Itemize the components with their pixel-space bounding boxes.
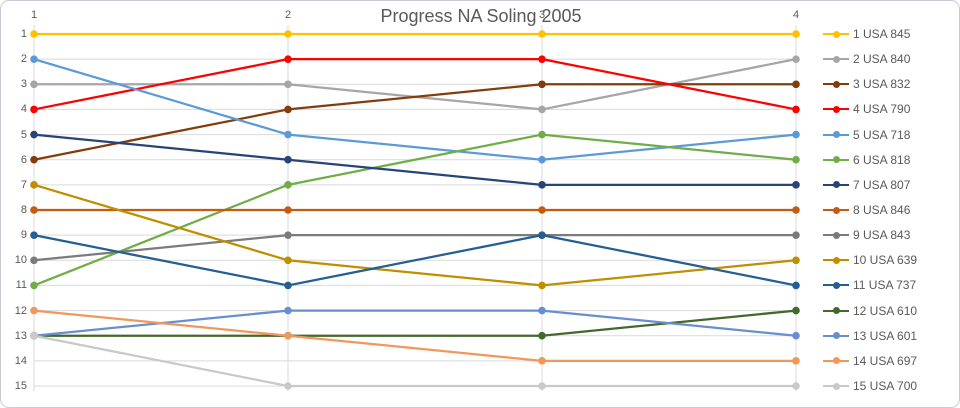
series-marker-1 <box>284 30 292 38</box>
x-tick-label: 2 <box>284 9 292 21</box>
series-marker-14 <box>30 306 38 315</box>
series-marker-1 <box>792 30 800 38</box>
series-marker-6 <box>30 281 38 290</box>
series-line-6 <box>33 133 797 287</box>
x-tick-label: 4 <box>792 9 800 21</box>
y-tick-label: 7 <box>20 178 27 191</box>
series-marker-13 <box>538 306 546 315</box>
y-tick-label: 14 <box>14 354 27 367</box>
series-marker-10 <box>30 181 38 189</box>
series-marker-3 <box>284 105 292 114</box>
series-line-15 <box>33 334 796 388</box>
series-marker-7 <box>792 181 800 189</box>
series-marker-11 <box>284 281 292 290</box>
series-marker-6 <box>284 181 292 189</box>
series-line-14 <box>33 309 796 362</box>
series-marker-8 <box>284 206 292 214</box>
series-marker-13 <box>792 331 800 340</box>
series-marker-15 <box>284 382 292 390</box>
series-marker-4 <box>30 105 38 114</box>
y-tick-label: 13 <box>14 329 27 342</box>
series-marker-2 <box>538 105 546 114</box>
series-marker-12 <box>792 306 800 315</box>
series-line-13 <box>33 309 797 337</box>
series-marker-12 <box>538 331 546 340</box>
series-marker-8 <box>30 206 38 214</box>
series-marker-9 <box>30 256 38 265</box>
series-line-7 <box>33 133 796 186</box>
series-line-12 <box>34 309 797 337</box>
x-tick-label: 1 <box>30 9 38 21</box>
y-tick-label: 11 <box>15 279 27 292</box>
series-marker-8 <box>792 206 800 214</box>
series-marker-9 <box>792 231 800 239</box>
series-marker-4 <box>792 105 800 114</box>
series-marker-9 <box>284 231 292 239</box>
y-tick-label: 12 <box>14 304 27 317</box>
y-tick-label: 5 <box>20 128 27 141</box>
x-tick-label: 3 <box>538 9 546 21</box>
series-marker-7 <box>538 181 546 189</box>
series-marker-8 <box>538 206 546 214</box>
series-marker-2 <box>30 80 38 89</box>
y-tick-label: 4 <box>20 103 27 116</box>
series-marker-5 <box>538 155 546 164</box>
y-tick-label: 10 <box>14 254 27 267</box>
series-marker-14 <box>284 331 292 340</box>
series-marker-7 <box>30 130 38 139</box>
series-marker-15 <box>30 331 38 340</box>
y-tick-label: 2 <box>20 53 27 66</box>
series-marker-4 <box>284 55 292 63</box>
series-line-10 <box>33 183 797 287</box>
series-marker-6 <box>538 130 546 139</box>
series-marker-11 <box>30 231 38 239</box>
series-marker-1 <box>538 30 546 38</box>
y-tick-label: 1 <box>20 28 27 40</box>
y-tick-label: 3 <box>20 78 27 91</box>
series-marker-7 <box>284 155 292 164</box>
series-marker-4 <box>538 55 546 63</box>
series-marker-2 <box>284 80 292 89</box>
series-marker-11 <box>538 231 546 239</box>
series-line-11 <box>33 234 797 287</box>
series-line-4 <box>33 58 797 111</box>
y-tick-label: 8 <box>20 204 27 216</box>
series-marker-15 <box>538 382 546 390</box>
series-marker-15 <box>792 382 800 390</box>
series-marker-10 <box>538 281 546 290</box>
series-marker-1 <box>30 30 38 38</box>
series-marker-3 <box>792 80 800 89</box>
series-marker-13 <box>284 306 292 315</box>
series-marker-5 <box>792 130 800 139</box>
series-line-9 <box>33 234 796 262</box>
series-marker-11 <box>792 281 800 290</box>
series-marker-10 <box>792 256 800 265</box>
y-tick-label: 9 <box>20 229 27 242</box>
series-marker-5 <box>284 130 292 139</box>
series-marker-6 <box>792 155 800 164</box>
series-marker-3 <box>30 155 38 164</box>
series-marker-3 <box>538 80 546 89</box>
series-marker-14 <box>538 357 546 365</box>
series-marker-10 <box>284 256 292 265</box>
y-tick-label: 15 <box>14 380 27 392</box>
series-marker-14 <box>792 357 800 365</box>
y-tick-label: 6 <box>20 153 27 166</box>
series-marker-2 <box>792 55 800 63</box>
series-marker-5 <box>30 55 38 63</box>
